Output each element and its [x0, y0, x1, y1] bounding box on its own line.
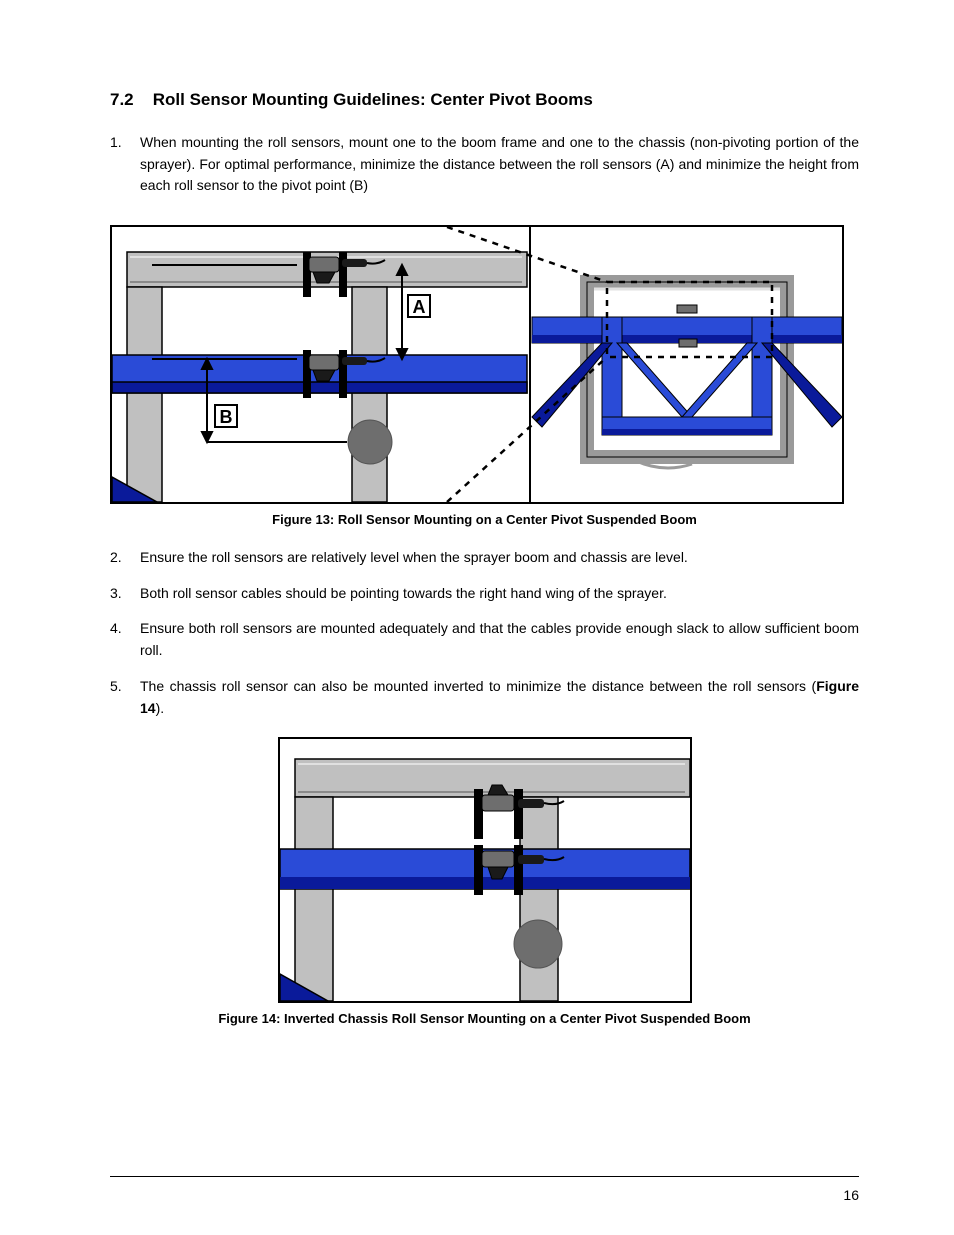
list-number: 1. [110, 132, 140, 197]
figure-14-diagram [278, 737, 692, 1003]
document-page: 7.2 Roll Sensor Mounting Guidelines: Cen… [0, 0, 954, 1235]
list-text: The chassis roll sensor can also be moun… [140, 676, 859, 719]
list-item: 3. Both roll sensor cables should be poi… [110, 583, 859, 605]
list-text: Both roll sensor cables should be pointi… [140, 583, 859, 605]
figure-13-wrap: A B [110, 225, 859, 527]
list-text: Ensure the roll sensors are relatively l… [140, 547, 859, 569]
text-part: The chassis roll sensor can also be moun… [140, 678, 816, 694]
dim-label-b: B [220, 407, 233, 427]
figure-13-caption: Figure 13: Roll Sensor Mounting on a Cen… [110, 512, 859, 527]
instruction-list-cont: 2. Ensure the roll sensors are relativel… [110, 547, 859, 719]
text-part: ). [156, 700, 165, 716]
page-number: 16 [843, 1187, 859, 1203]
footer-rule [110, 1176, 859, 1177]
list-number: 5. [110, 676, 140, 719]
list-number: 4. [110, 618, 140, 661]
figure-14-wrap: Figure 14: Inverted Chassis Roll Sensor … [110, 737, 859, 1026]
instruction-list: 1. When mounting the roll sensors, mount… [110, 132, 859, 197]
list-item: 2. Ensure the roll sensors are relativel… [110, 547, 859, 569]
heading-title: Roll Sensor Mounting Guidelines: Center … [153, 90, 593, 109]
section-heading: 7.2 Roll Sensor Mounting Guidelines: Cen… [110, 90, 859, 110]
list-item: 1. When mounting the roll sensors, mount… [110, 132, 859, 197]
list-number: 3. [110, 583, 140, 605]
figure-14-caption: Figure 14: Inverted Chassis Roll Sensor … [110, 1011, 859, 1026]
list-text: Ensure both roll sensors are mounted ade… [140, 618, 859, 661]
figure-13-diagram: A B [110, 225, 844, 504]
list-item: 4. Ensure both roll sensors are mounted … [110, 618, 859, 661]
list-item: 5. The chassis roll sensor can also be m… [110, 676, 859, 719]
list-number: 2. [110, 547, 140, 569]
list-text: When mounting the roll sensors, mount on… [140, 132, 859, 197]
dim-label-a: A [413, 297, 426, 317]
heading-number: 7.2 [110, 90, 148, 110]
